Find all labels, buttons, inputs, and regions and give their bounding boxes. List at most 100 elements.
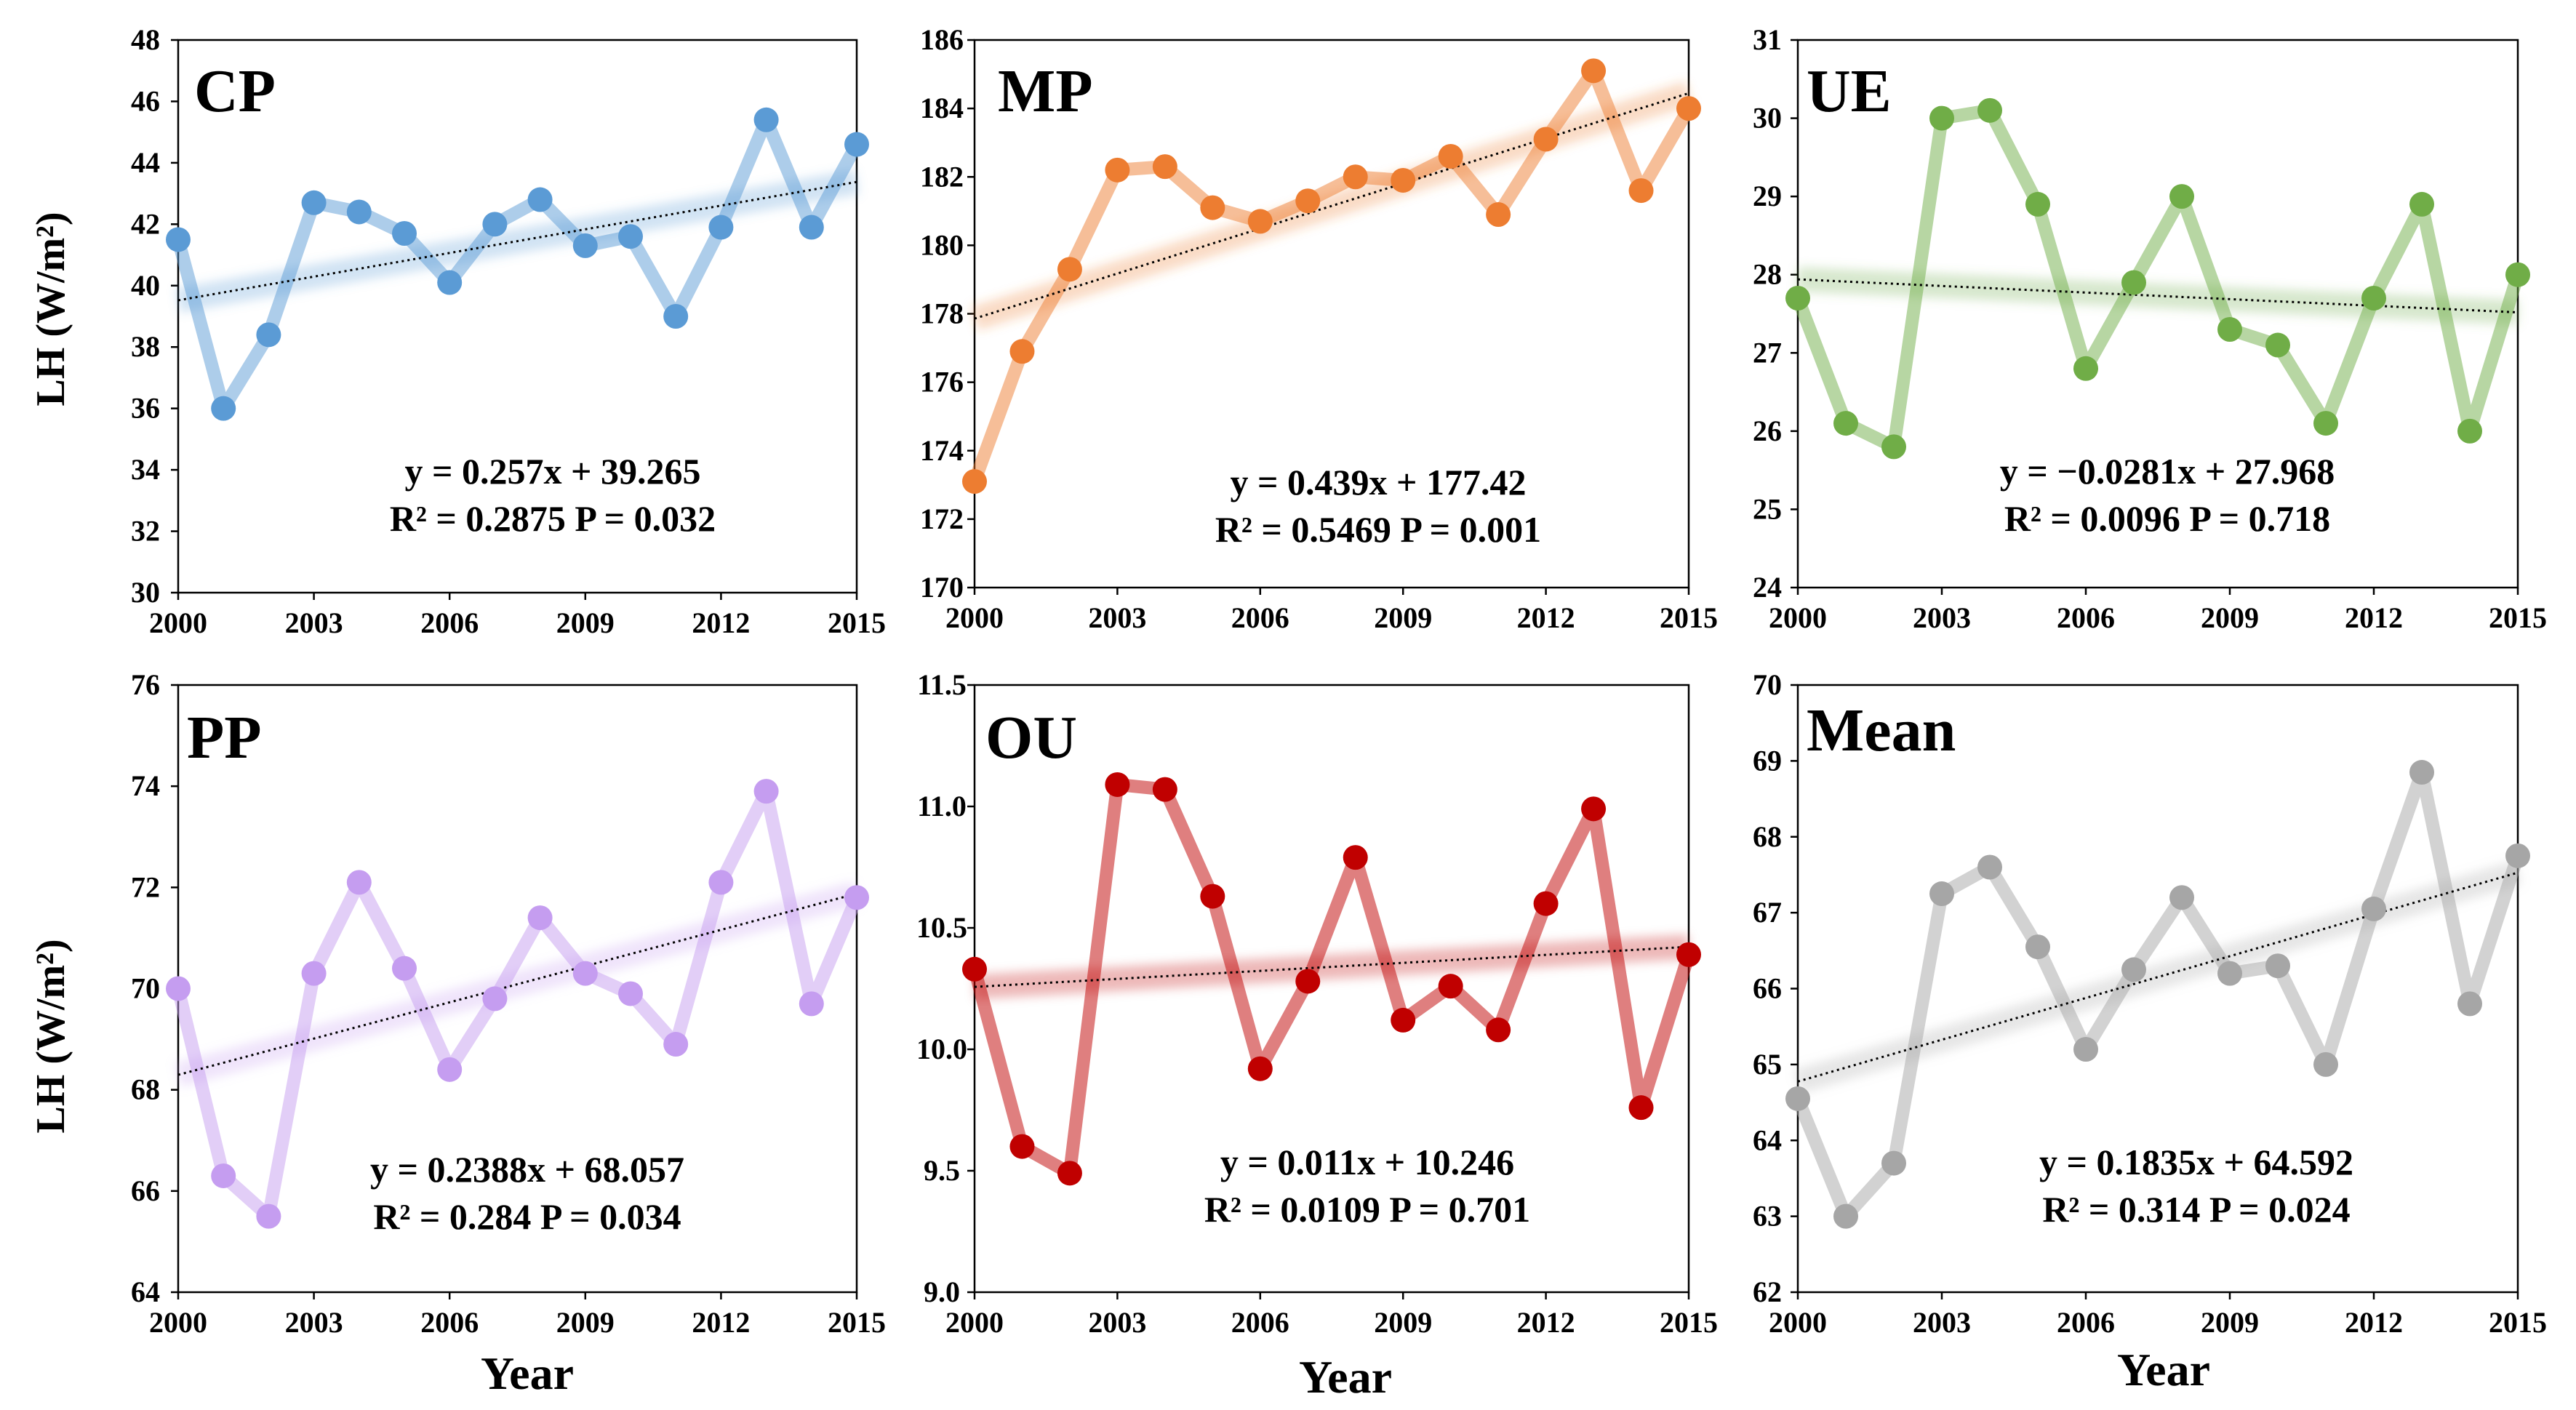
data-point-mp: [1057, 257, 1082, 282]
y-tick-label: 32: [131, 515, 160, 548]
data-point-ou: [1009, 1134, 1035, 1159]
data-point-pp: [256, 1203, 281, 1229]
data-point-ue: [1977, 97, 2002, 123]
y-tick-label: 24: [1753, 571, 1782, 604]
data-point-cp: [211, 396, 236, 421]
y-tick-label: 70: [1753, 668, 1782, 701]
panel-title-ue: UE: [1807, 57, 1892, 125]
x-tick-label: 2006: [2057, 601, 2115, 634]
trend-equation-pp: y = 0.2388x + 68.057: [370, 1149, 684, 1190]
y-tick-label: 68: [1753, 820, 1782, 853]
y-tick-label: 11.0: [917, 790, 967, 822]
data-point-ou: [1438, 974, 1463, 999]
x-tick-label: 2006: [420, 1306, 479, 1339]
x-tick-label: 2000: [1769, 601, 1827, 634]
data-point-mp: [1391, 167, 1416, 193]
y-tick-label: 9.0: [924, 1275, 960, 1308]
trend-line-mp: [974, 92, 1689, 320]
trend-line-ue: [1797, 278, 2519, 314]
x-tick-label: 2009: [556, 1306, 615, 1339]
data-point-cp: [799, 215, 824, 240]
x-tick-label: 2012: [2345, 1306, 2403, 1339]
y-tick-label: 40: [131, 269, 160, 302]
data-point-ue: [2265, 332, 2290, 358]
x-tick-label: 2006: [1231, 601, 1289, 634]
data-point-ou: [1105, 772, 1130, 797]
data-point-mean: [2313, 1052, 2338, 1077]
data-point-ou: [1343, 845, 1368, 870]
trend-band-ou: [974, 934, 1689, 1000]
x-axis-label-center: Year: [1299, 1351, 1392, 1403]
trend-stats-pp: R² = 0.284 P = 0.034: [373, 1196, 681, 1237]
y-tick-label: 69: [1753, 744, 1782, 777]
y-tick-label: 48: [131, 23, 160, 56]
x-tick-label: 2015: [1660, 601, 1718, 634]
series-line-pp: [172, 785, 863, 1223]
data-point-pp: [618, 981, 643, 1006]
y-axis-label-top: LH (W/m²): [28, 212, 73, 406]
series-line-mean: [1791, 766, 2524, 1223]
data-point-cp: [663, 304, 689, 329]
data-point-ue: [2361, 285, 2386, 311]
y-tick-label: 10.5: [916, 911, 967, 944]
y-tick-label: 31: [1753, 23, 1782, 56]
data-point-mean: [2169, 885, 2194, 910]
data-point-mp: [1009, 339, 1035, 364]
y-tick-label: 64: [1753, 1123, 1782, 1156]
y-tick-label: 30: [1753, 102, 1782, 135]
panel-title-ou: OU: [985, 704, 1077, 772]
data-point-cp: [572, 233, 598, 258]
y-tick-label: 42: [131, 207, 160, 240]
x-tick-label: 2015: [828, 606, 886, 639]
y-tick-label: 72: [131, 870, 160, 903]
y-tick-label: 74: [131, 769, 160, 802]
y-tick-label: 184: [920, 92, 964, 124]
data-point-cp: [301, 190, 327, 215]
data-point-ou: [1628, 1095, 1654, 1121]
data-point-mp: [1581, 58, 1607, 84]
x-tick-label: 2015: [2489, 601, 2547, 634]
x-tick-label: 2000: [945, 1306, 1004, 1339]
data-point-cp: [166, 227, 191, 252]
trend-stats-mean: R² = 0.314 P = 0.024: [2042, 1189, 2350, 1230]
data-point-mean: [2361, 896, 2386, 921]
data-point-ue: [2409, 191, 2434, 217]
data-point-pp: [799, 991, 824, 1017]
x-tick-label: 2000: [149, 1306, 207, 1339]
y-tick-label: 25: [1753, 492, 1782, 525]
series-line-ou: [968, 777, 1695, 1180]
panel-mean: 62 63 64 65 66 67 68 69 70 2000 2003 2006 2009 2012 20…: [1753, 668, 2547, 1339]
panel-cp: 30 32 34 36 38 40 42 44 46 48 2000 2003 2006 2009 2012…: [131, 23, 886, 639]
data-point-mean: [2025, 934, 2050, 960]
y-tick-label: 65: [1753, 1048, 1782, 1081]
data-point-pp: [572, 961, 598, 986]
data-point-pp: [437, 1057, 463, 1082]
data-point-pp: [211, 1163, 236, 1188]
data-point-mp: [962, 469, 987, 494]
x-tick-label: 2000: [945, 601, 1004, 634]
panel-title-pp: PP: [187, 704, 262, 772]
data-point-ou: [1391, 1007, 1416, 1033]
x-tick-label: 2003: [1088, 601, 1146, 634]
data-point-pp: [663, 1032, 689, 1057]
data-point-mp: [1152, 154, 1177, 180]
y-tick-label: 70: [131, 972, 160, 1005]
y-tick-label: 172: [920, 502, 964, 535]
x-tick-label: 2012: [1517, 601, 1575, 634]
data-point-pp: [527, 905, 553, 931]
x-tick-label: 2006: [2057, 1306, 2115, 1339]
data-point-pp: [301, 961, 327, 986]
data-point-ou: [1152, 777, 1177, 802]
y-tick-label: 26: [1753, 414, 1782, 447]
data-point-cp: [256, 322, 281, 348]
data-point-mean: [1977, 854, 2002, 880]
data-point-ou: [1295, 969, 1321, 994]
data-point-ue: [1785, 285, 1810, 311]
data-point-ue: [1833, 411, 1858, 436]
data-point-cp: [527, 187, 553, 212]
x-axis-label-left: Year: [481, 1347, 574, 1399]
data-point-mp: [1628, 178, 1654, 204]
trend-equation-ou: y = 0.011x + 10.246: [1220, 1142, 1514, 1182]
y-tick-label: 178: [920, 297, 964, 330]
y-tick-label: 29: [1753, 180, 1782, 212]
